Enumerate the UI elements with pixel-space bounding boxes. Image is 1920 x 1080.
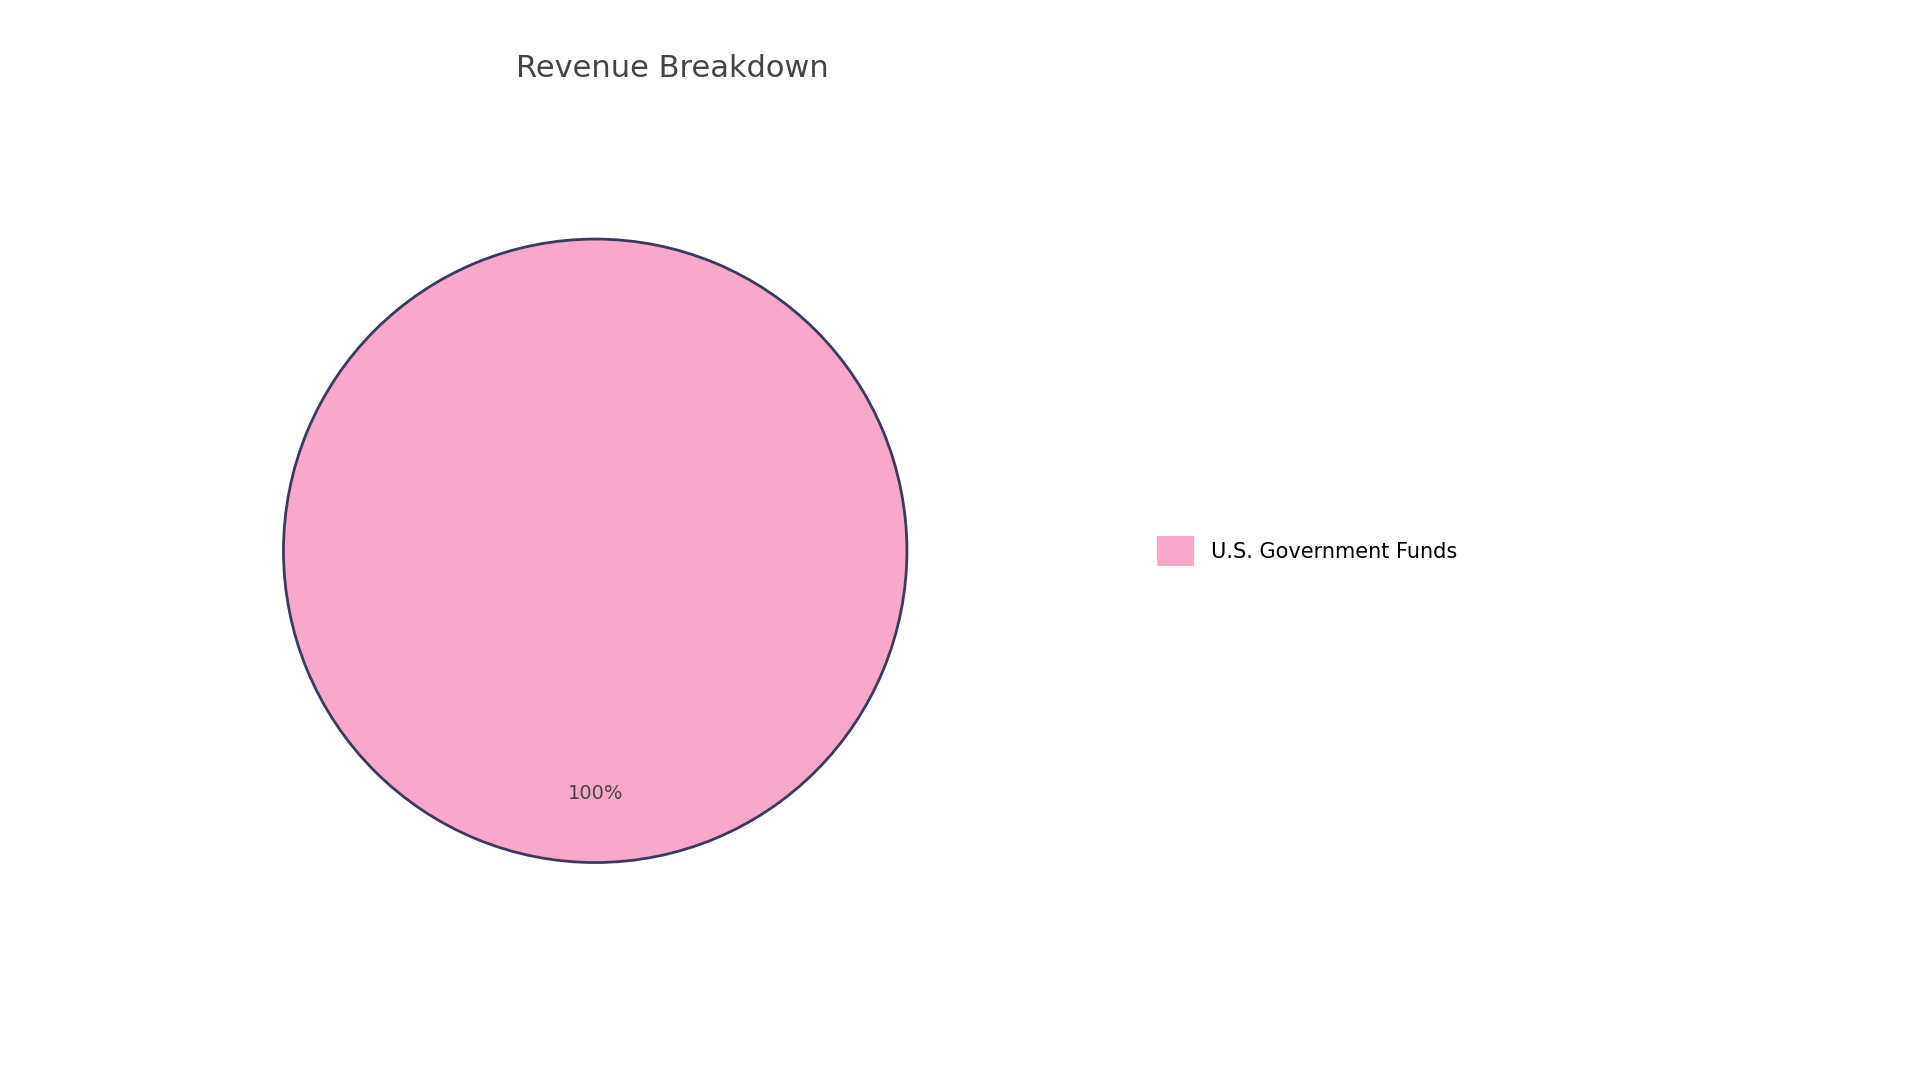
Text: 100%: 100%	[568, 784, 622, 804]
Legend: U.S. Government Funds: U.S. Government Funds	[1158, 536, 1457, 566]
Text: Revenue Breakdown: Revenue Breakdown	[516, 54, 828, 83]
Wedge shape	[284, 239, 906, 863]
